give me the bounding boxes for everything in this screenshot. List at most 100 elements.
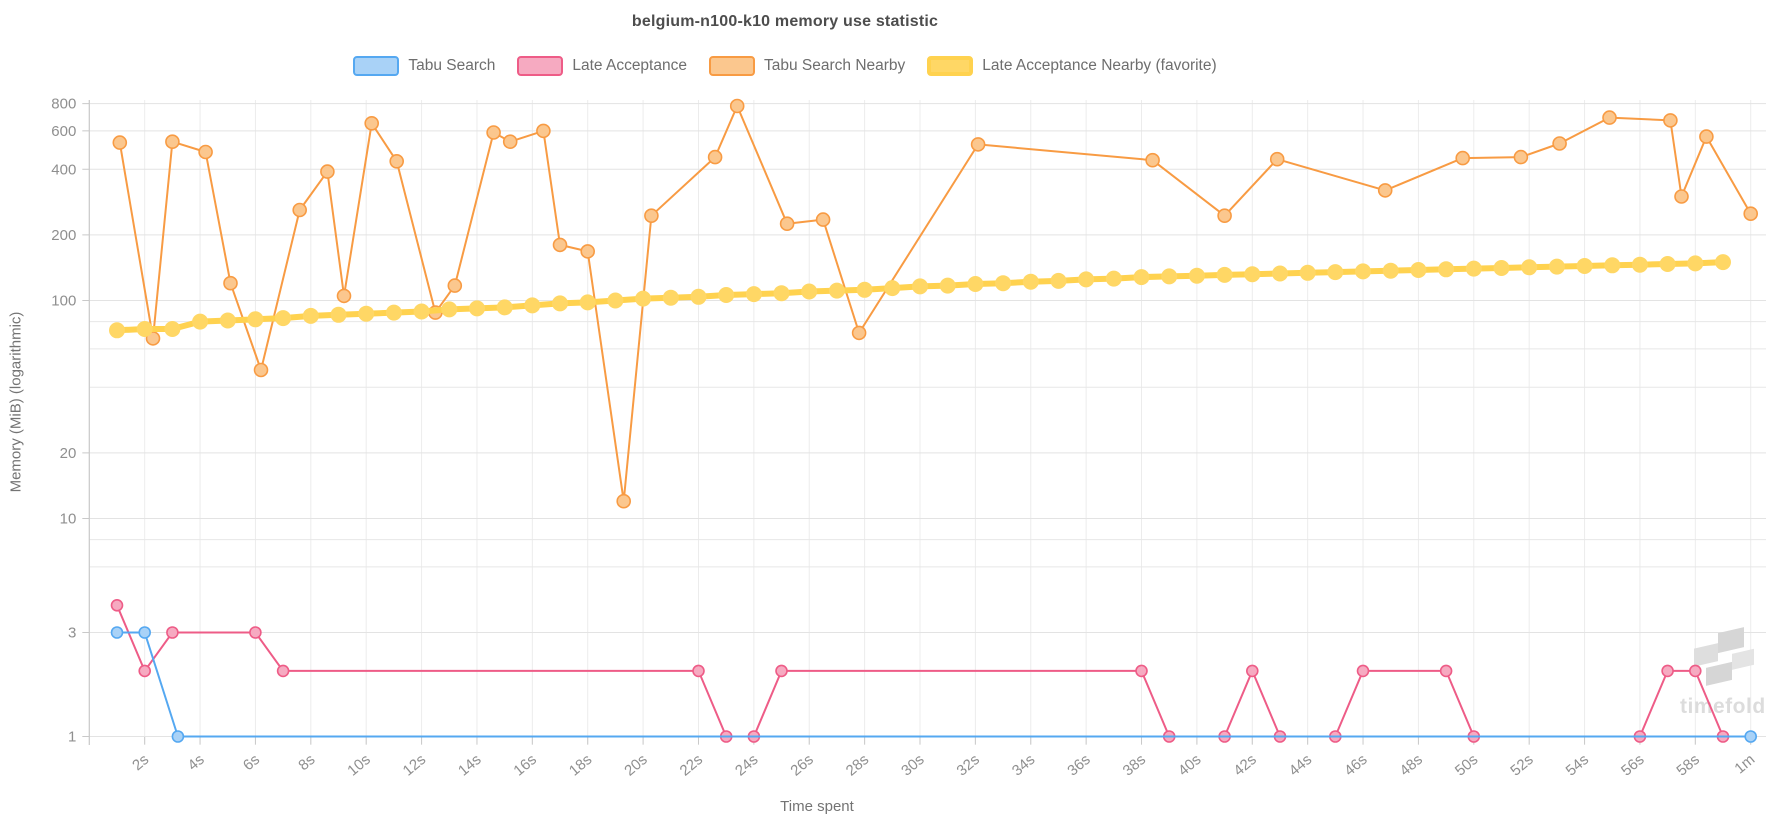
data-point[interactable] [1217, 208, 1232, 223]
data-point[interactable] [1455, 150, 1470, 166]
data-point[interactable] [1216, 266, 1233, 283]
data-point[interactable] [302, 307, 319, 324]
data-point[interactable] [166, 626, 179, 639]
data-point[interactable] [801, 283, 818, 300]
data-point[interactable] [995, 275, 1012, 292]
data-point[interactable] [1246, 664, 1259, 678]
data-point[interactable] [1382, 262, 1399, 279]
data-point[interactable] [692, 664, 705, 678]
data-point[interactable] [320, 164, 335, 179]
data-point[interactable] [502, 134, 518, 149]
data-point[interactable] [644, 208, 659, 223]
data-point[interactable] [138, 626, 151, 639]
data-point[interactable] [815, 212, 831, 227]
data-point[interactable] [198, 144, 213, 160]
data-point[interactable] [253, 362, 269, 378]
data-point[interactable] [469, 300, 485, 317]
data-point[interactable] [223, 275, 238, 291]
data-point[interactable] [330, 306, 347, 323]
data-point[interactable] [1674, 189, 1689, 204]
data-point[interactable] [336, 288, 352, 304]
data-point[interactable] [536, 123, 551, 139]
data-point[interactable] [447, 278, 463, 293]
data-point[interactable] [729, 98, 745, 114]
data-point[interactable] [110, 626, 124, 639]
data-point[interactable] [1105, 270, 1122, 287]
data-point[interactable] [524, 297, 541, 314]
data-point[interactable] [171, 730, 185, 743]
data-point[interactable] [1465, 260, 1482, 277]
data-point[interactable] [773, 285, 790, 302]
data-point[interactable] [970, 137, 986, 152]
data-point[interactable] [276, 664, 290, 678]
data-point[interactable] [775, 664, 788, 678]
data-point[interactable] [707, 149, 723, 165]
legend-item-late-acceptance[interactable]: Late Acceptance [517, 56, 687, 76]
data-point[interactable] [292, 202, 308, 218]
data-point[interactable] [1659, 256, 1676, 272]
data-point[interactable] [364, 116, 380, 131]
data-point[interactable] [884, 280, 901, 297]
legend-item-tabu-search-nearby[interactable]: Tabu Search Nearby [708, 56, 905, 76]
data-point[interactable] [1743, 206, 1758, 221]
data-point[interactable] [745, 286, 762, 303]
data-point[interactable] [580, 244, 596, 259]
data-point[interactable] [851, 325, 867, 341]
data-point[interactable] [385, 304, 402, 321]
data-point[interactable] [1135, 664, 1148, 678]
data-point[interactable] [109, 322, 125, 339]
data-point[interactable] [690, 288, 707, 305]
data-point[interactable] [662, 289, 679, 306]
data-point[interactable] [579, 294, 596, 311]
data-point[interactable] [1663, 113, 1678, 128]
data-point[interactable] [912, 278, 928, 295]
data-point[interactable] [165, 134, 180, 149]
legend-item-late-acceptance-nearby-favorite[interactable]: Late Acceptance Nearby (favorite) [927, 56, 1217, 76]
data-point[interactable] [413, 303, 430, 320]
data-point[interactable] [1602, 110, 1617, 125]
data-point[interactable] [552, 237, 568, 253]
data-point[interactable] [1161, 268, 1178, 285]
data-point[interactable] [1513, 149, 1529, 165]
data-point[interactable] [1327, 264, 1344, 281]
data-point[interactable] [138, 664, 151, 678]
data-point[interactable] [1576, 258, 1593, 274]
data-point[interactable] [1661, 664, 1674, 678]
data-point[interactable] [219, 312, 236, 329]
data-point[interactable] [441, 301, 458, 318]
data-point[interactable] [1355, 263, 1371, 280]
data-point[interactable] [389, 154, 405, 169]
data-point[interactable] [1689, 664, 1702, 678]
data-point[interactable] [136, 321, 153, 337]
data-point[interactable] [1022, 273, 1039, 290]
data-point[interactable] [1299, 264, 1316, 281]
data-point[interactable] [1687, 255, 1704, 272]
data-point[interactable] [1377, 183, 1393, 198]
data-point[interactable] [486, 125, 501, 140]
data-point[interactable] [635, 290, 652, 307]
data-point[interactable] [1699, 129, 1714, 144]
data-point[interactable] [856, 281, 873, 298]
data-point[interactable] [1145, 152, 1160, 168]
data-point[interactable] [1493, 260, 1510, 276]
data-point[interactable] [1050, 272, 1067, 289]
data-point[interactable] [616, 493, 632, 509]
data-point[interactable] [110, 598, 124, 612]
data-point[interactable] [496, 299, 513, 316]
data-point[interactable] [1548, 258, 1565, 275]
data-point[interactable] [1552, 136, 1567, 151]
data-point[interactable] [1133, 269, 1150, 286]
data-point[interactable] [718, 287, 735, 303]
data-point[interactable] [1715, 254, 1731, 271]
data-point[interactable] [1439, 664, 1453, 678]
data-point[interactable] [1604, 257, 1621, 274]
data-point[interactable] [607, 292, 624, 309]
data-point[interactable] [192, 313, 209, 330]
data-point[interactable] [275, 310, 292, 327]
data-point[interactable] [247, 311, 264, 328]
data-point[interactable] [1272, 265, 1288, 282]
data-point[interactable] [828, 282, 845, 299]
data-point[interactable] [1744, 730, 1757, 743]
data-point[interactable] [249, 626, 262, 639]
data-point[interactable] [1356, 664, 1370, 678]
